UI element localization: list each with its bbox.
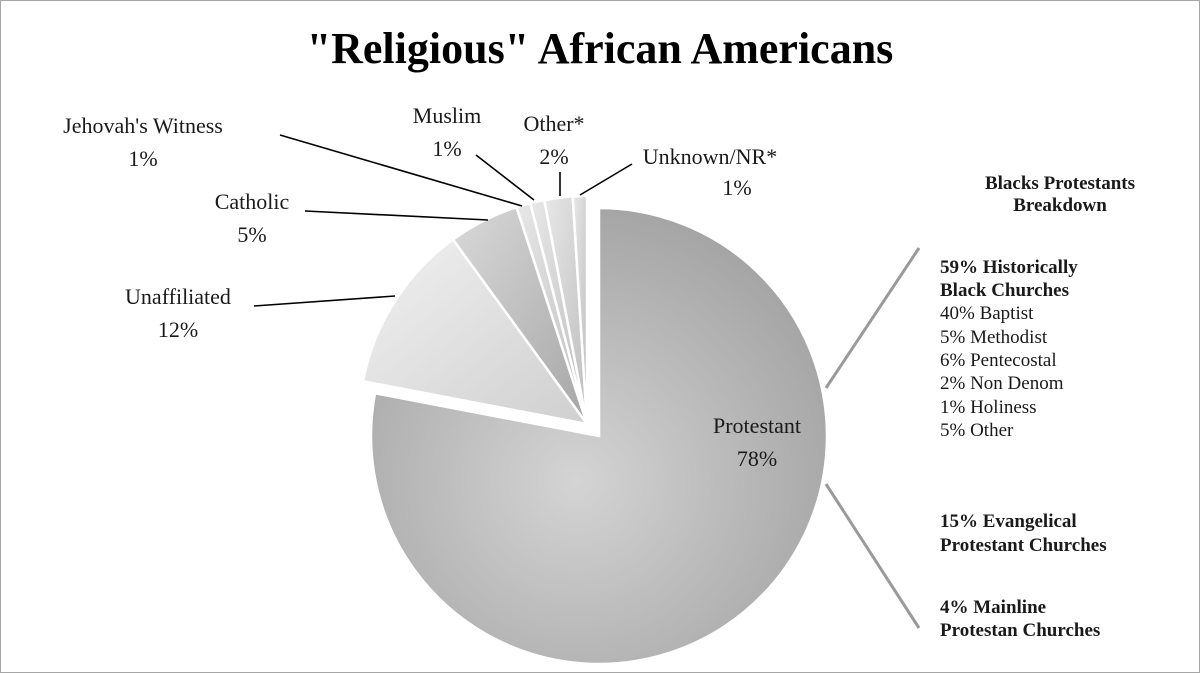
breakdown-item: 2% Non Denom — [940, 373, 1064, 394]
breakdown-item: 6% Pentecostal — [940, 350, 1057, 371]
breakdown-item: 5% Methodist — [940, 327, 1048, 348]
breakdown-item: 5% Other — [940, 420, 1014, 441]
chart-title: "Religious" African Americans — [307, 24, 894, 73]
leader-line-muslim — [475, 154, 535, 201]
evangelical-line1: 15% Evangelical — [940, 511, 1077, 532]
pie-slice-protestant — [369, 206, 829, 666]
breakdown-item: 40% Baptist — [940, 303, 1034, 324]
leader-line-jehovah-s-witness — [279, 134, 523, 207]
slice-value-unknown-nr: 1% — [722, 175, 751, 200]
leader-line-unknown-nr — [579, 163, 633, 196]
slice-value-other: 2% — [539, 144, 568, 169]
historically-black-heading-line1: 59% Historically — [940, 257, 1078, 278]
leader-line-unaffiliated — [253, 295, 396, 307]
slice-label-unaffiliated: Unaffiliated — [125, 284, 231, 309]
slice-value-unaffiliated: 12% — [158, 317, 198, 342]
slice-label-unknown-nr: Unknown/NR* — [643, 144, 777, 169]
slice-value-muslim: 1% — [432, 136, 461, 161]
slice-label-protestant: Protestant — [713, 413, 801, 438]
slice-labels: Protestant 78% Unaffiliated 12% Catholic 5% Je… — [63, 103, 801, 471]
slice-label-jehovah-s-witness: Jehovah's Witness — [63, 113, 223, 138]
mainline-line2: Protestan Churches — [940, 620, 1100, 641]
slice-value-jehovah-s-witness: 1% — [128, 146, 157, 171]
slice-label-muslim: Muslim — [413, 103, 481, 128]
protestant-breakdown: Blacks Protestants Breakdown 59% Histori… — [940, 173, 1135, 641]
pie-slice-unknown-nr — [571, 194, 589, 425]
historically-black-heading-line2: Black Churches — [940, 280, 1069, 301]
pie-slice-unaffiliated — [361, 237, 590, 426]
breakdown-connector-top — [824, 247, 921, 389]
evangelical-line2: Protestant Churches — [940, 535, 1107, 556]
mainline-line1: 4% Mainline — [940, 597, 1046, 618]
breakdown-heading-line1: Blacks Protestants — [985, 173, 1135, 194]
breakdown-connector-bottom — [824, 483, 921, 629]
slice-value-protestant: 78% — [737, 446, 777, 471]
breakdown-heading-line2: Breakdown — [1013, 195, 1107, 216]
slice-label-other: Other* — [523, 111, 584, 136]
pie-slices — [361, 194, 829, 666]
leader-line-catholic — [304, 210, 489, 221]
breakdown-item: 1% Holiness — [940, 397, 1037, 418]
slice-value-catholic: 5% — [237, 222, 266, 247]
slice-label-catholic: Catholic — [215, 189, 290, 214]
